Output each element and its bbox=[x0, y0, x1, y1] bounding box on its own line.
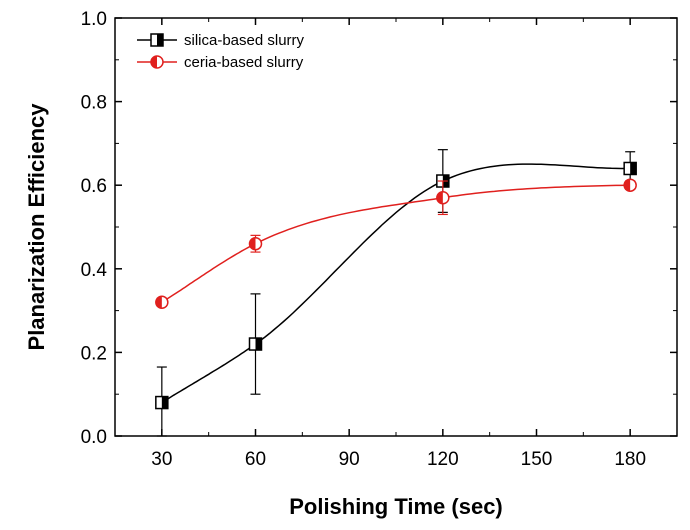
marker-fill bbox=[151, 56, 157, 68]
y-tick-label: 0.2 bbox=[81, 343, 107, 364]
legend-item-ceria: ceria-based slurry bbox=[137, 54, 304, 71]
marker-fill bbox=[255, 338, 262, 351]
data-point bbox=[248, 337, 263, 351]
data-point bbox=[155, 395, 169, 410]
data-point bbox=[248, 236, 263, 251]
legend-marker bbox=[150, 55, 164, 69]
x-tick-label: 60 bbox=[245, 449, 266, 470]
x-tick-label: 150 bbox=[521, 449, 553, 470]
fit-curve bbox=[161, 163, 631, 404]
series-ceria bbox=[155, 178, 637, 309]
marker-fill bbox=[155, 296, 162, 309]
y-tick-label: 0.8 bbox=[81, 93, 107, 114]
x-tick-label: 90 bbox=[339, 449, 360, 470]
marker-fill bbox=[624, 179, 631, 192]
data-point bbox=[623, 178, 637, 192]
axes: 30 60 90 120 150 180 0.0 0.2 0.4 0.6 0.8 1.0 bbox=[81, 9, 677, 470]
y-tick-label: 0.6 bbox=[81, 176, 107, 197]
marker-fill bbox=[157, 34, 163, 46]
x-axis-title: Polishing Time (sec) bbox=[289, 494, 503, 519]
legend-marker bbox=[150, 33, 164, 47]
fit-curve bbox=[161, 184, 631, 303]
x-tick-label: 30 bbox=[151, 449, 172, 470]
legend-label: silica-based slurry bbox=[184, 32, 305, 49]
y-tick-label: 0.0 bbox=[81, 427, 107, 448]
x-tick-label: 180 bbox=[614, 449, 646, 470]
legend-item-silica: silica-based slurry bbox=[137, 32, 305, 49]
plot-frame bbox=[114, 17, 678, 437]
legend-label: ceria-based slurry bbox=[184, 54, 304, 71]
series-silica bbox=[155, 149, 637, 437]
plot-area bbox=[155, 149, 637, 437]
data-point bbox=[623, 161, 637, 176]
y-tick-label: 0.4 bbox=[81, 260, 108, 281]
data-point bbox=[155, 295, 169, 309]
y-tick-label: 1.0 bbox=[81, 9, 107, 30]
marker-fill bbox=[630, 162, 637, 175]
data-point bbox=[436, 190, 450, 205]
marker-fill bbox=[249, 237, 256, 250]
legend: silica-based slurry ceria-based slurry bbox=[137, 32, 305, 71]
y-axis-title: Planarization Efficiency bbox=[24, 103, 49, 351]
x-tick-label: 120 bbox=[427, 449, 459, 470]
marker-fill bbox=[436, 191, 443, 204]
marker-fill bbox=[161, 396, 168, 409]
